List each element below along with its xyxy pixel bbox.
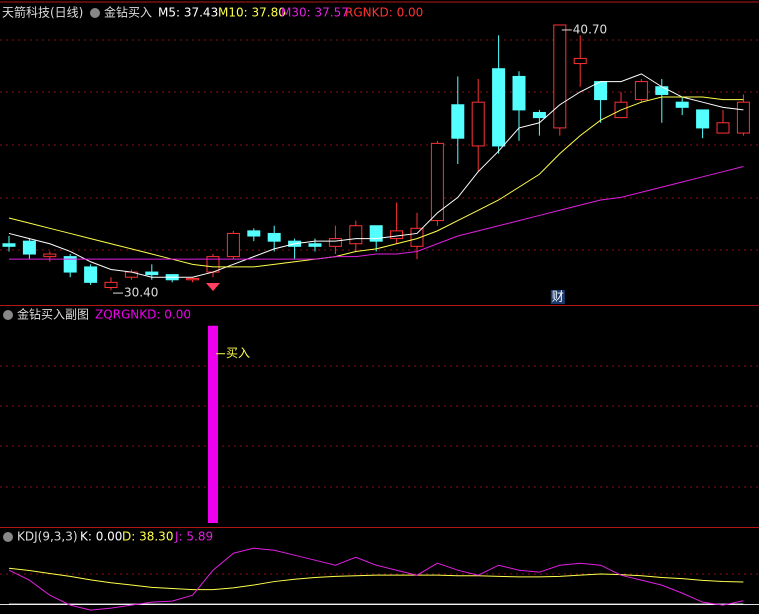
- candle-body: [308, 243, 322, 247]
- bar: [208, 325, 218, 523]
- candle-body: [655, 86, 669, 95]
- line: [8, 547, 744, 611]
- candle-body: [430, 142, 444, 222]
- signal-icon: [206, 283, 220, 291]
- badge: 财: [552, 290, 564, 304]
- panel-title: KDJ(9,3,3): [17, 530, 78, 544]
- candle-body: [675, 101, 689, 108]
- candle-body: [573, 57, 587, 65]
- candle-body: [2, 243, 16, 247]
- legend-entry: J: 5.89: [174, 530, 213, 544]
- line: [9, 166, 744, 260]
- candle-body: [22, 240, 36, 255]
- candle-body: [553, 24, 567, 129]
- candle-body: [594, 81, 608, 101]
- candle-body: [369, 225, 383, 242]
- candle-body: [471, 101, 485, 147]
- candle-body: [736, 101, 750, 134]
- candle-body: [492, 68, 506, 147]
- annotation: 40.70: [573, 22, 607, 36]
- annotation: 30.40: [124, 286, 158, 300]
- candle-body: [532, 111, 546, 119]
- badge-box: [550, 290, 565, 304]
- collapse-icon[interactable]: [3, 532, 13, 542]
- line: [8, 96, 744, 268]
- chart-title: 天箭科技(日线): [2, 5, 83, 20]
- collapse-icon[interactable]: [3, 310, 13, 320]
- line: [8, 567, 744, 591]
- candle-body: [328, 238, 342, 247]
- panel-title: 金钻买入副图: [17, 307, 89, 322]
- indicator-name: 金钻买入: [104, 5, 152, 20]
- candle-body: [247, 230, 261, 237]
- legend-entry: M10: 37.80: [218, 6, 286, 20]
- line: [8, 73, 744, 278]
- candle-body: [349, 225, 363, 245]
- legend-entry: K: 0.00: [80, 530, 122, 544]
- legend-entry: D: 38.30: [122, 530, 173, 544]
- candle-body: [267, 232, 281, 242]
- legend-entry: M5: 37.43: [158, 6, 218, 20]
- collapse-icon[interactable]: [90, 8, 100, 18]
- candle-body: [104, 281, 118, 288]
- candle-body: [84, 266, 98, 283]
- legend-entry: ZQRGNKD: 0.00: [95, 308, 191, 322]
- candle-body: [43, 253, 57, 258]
- candle-body: [226, 232, 240, 258]
- grid-decor: [0, 39, 759, 575]
- candle-body: [716, 122, 730, 134]
- candle-body: [63, 256, 77, 273]
- candle-body: [390, 230, 404, 240]
- candle-body: [186, 277, 200, 281]
- candle-body: [410, 227, 424, 247]
- candle-body: [512, 75, 526, 111]
- legend-entry: M30: 37.57: [281, 6, 349, 20]
- candle-body: [451, 104, 465, 139]
- candle-body: [696, 109, 710, 129]
- annotation: 买入: [226, 346, 250, 360]
- candle-body: [634, 81, 648, 101]
- signal-label: RGNKD: 0.00: [345, 6, 423, 20]
- candle-body: [145, 271, 159, 276]
